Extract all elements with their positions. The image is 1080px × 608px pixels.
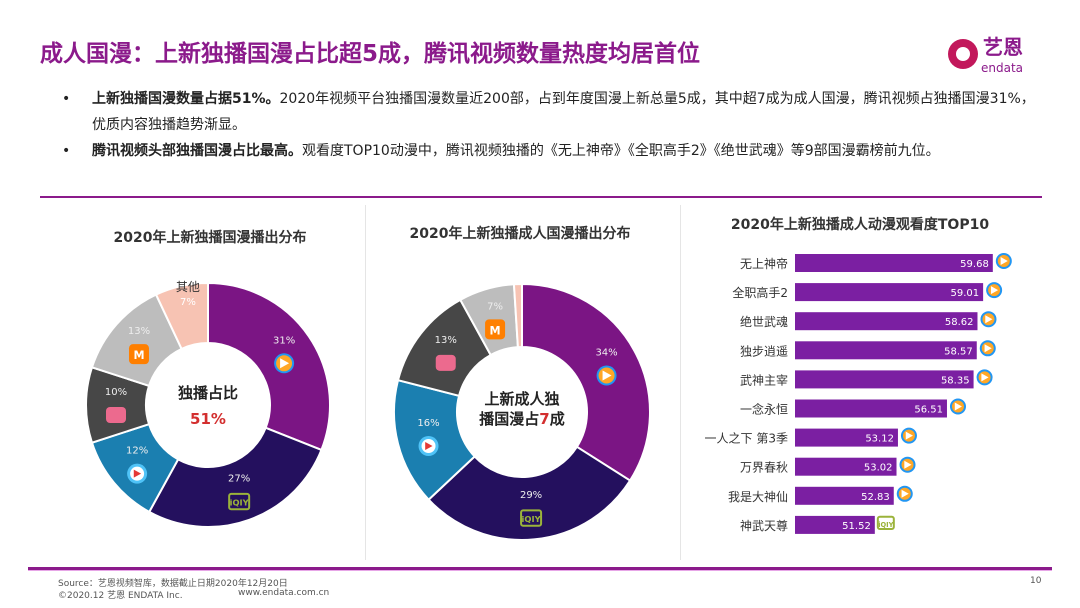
website: www.endata.com.cn: [238, 588, 330, 598]
bar: [795, 515, 875, 534]
bilibili-icon: [435, 354, 456, 371]
bar: [795, 370, 974, 389]
bar-value-label: 58.57: [944, 346, 973, 357]
youku-icon: [418, 435, 439, 456]
slice-label: 12%: [126, 446, 148, 457]
tencent-video-icon: [899, 456, 916, 473]
bar-category-label: 万界春秋: [740, 461, 788, 475]
bar-category-label: 我是大神仙: [728, 490, 788, 504]
source-note: Source：艺恩视频智库，数据截止日期2020年12月20日: [58, 579, 288, 589]
center-value: 51%: [190, 410, 226, 428]
footer-rule: [28, 567, 1052, 570]
pie-slice: [147, 426, 323, 528]
tencent-video-icon: [896, 485, 913, 502]
pie-slice: [427, 445, 632, 541]
bilibili-icon: [106, 407, 126, 423]
iqiyi-icon: iQIY: [520, 509, 543, 527]
page-title: 成人国漫：上新独播国漫占比超5成，腾讯视频数量热度均居首位: [40, 41, 701, 67]
divider: [680, 205, 681, 560]
pie-slice: [154, 281, 209, 351]
copyright: ©2020.12 艺恩 ENDATA Inc.: [58, 591, 183, 601]
bar-category-label: 一人之下 第3季: [705, 432, 788, 446]
svg-text:iQIY: iQIY: [878, 521, 893, 529]
tencent-video-icon: [596, 365, 617, 386]
divider: [40, 196, 1042, 198]
divider: [365, 205, 366, 560]
slice-label: 7%: [180, 297, 196, 308]
tencent-video-icon: [949, 398, 966, 415]
slice-label: 31%: [273, 335, 295, 346]
youku-icon: [127, 463, 148, 484]
slice-label: 7%: [487, 301, 503, 312]
slice-label: 13%: [435, 335, 457, 346]
bar: [795, 486, 894, 505]
endata-logo: 艺恩 endata: [948, 35, 1023, 75]
slice-label: 34%: [595, 348, 617, 359]
pie-slice: [207, 281, 331, 452]
center-label: 上新成人独: [484, 390, 559, 408]
tencent-video-icon: [900, 427, 917, 444]
bar: [795, 428, 898, 447]
slice-label: 13%: [128, 326, 150, 337]
bar: [795, 312, 978, 331]
mango-tv-icon: M: [128, 344, 149, 365]
summary-bullets: 上新独播国漫数量占据51%。2020年视频平台独播国漫数量近200部，占到年度国…: [62, 86, 1042, 164]
pie1-title: 2020年上新独播国漫播出分布: [113, 230, 307, 246]
slice-label: 27%: [228, 474, 250, 485]
bullet-2: 腾讯视频头部独播国漫占比最高。观看度TOP10动漫中，腾讯视频独播的《无上神帝》…: [62, 138, 1042, 164]
pie2-title: 2020年上新独播成人国漫播出分布: [409, 226, 631, 242]
center-label: 播国漫占7成: [479, 410, 564, 428]
bar-category-label: 神武天尊: [740, 518, 788, 533]
bar-value-label: 58.62: [945, 317, 974, 328]
bar-title: 2020年上新独播成人动漫观看度TOP10: [730, 217, 990, 233]
bar: [795, 399, 947, 418]
bar: [795, 457, 897, 476]
tencent-video-icon: [995, 253, 1012, 269]
bar: [795, 283, 984, 302]
bar-value-label: 58.35: [941, 375, 970, 386]
slice-label: 10%: [105, 387, 127, 398]
tencent-video-icon: [986, 282, 1003, 299]
pie-slice: [512, 282, 523, 349]
slice-name: 其他: [176, 280, 200, 294]
iqiyi-icon: iQIY: [876, 515, 895, 531]
bar-category-label: 绝世武魂: [740, 314, 788, 329]
tencent-video-icon: [979, 340, 996, 357]
tencent-video-icon: [976, 369, 993, 386]
bar-value-label: 59.68: [960, 259, 989, 270]
bar: [795, 254, 993, 272]
bar-value-label: 53.12: [865, 434, 894, 445]
bar-category-label: 独步逍遥: [740, 344, 788, 358]
bar-value-label: 59.01: [950, 288, 979, 299]
bar-value-label: 51.52: [842, 521, 871, 532]
bar-category-label: 全职高手2: [732, 285, 788, 300]
iqiyi-icon: iQIY: [228, 492, 251, 511]
pie-slice: [521, 282, 651, 482]
svg-text:endata: endata: [981, 61, 1023, 75]
svg-text:艺恩: 艺恩: [983, 35, 1023, 59]
mango-tv-icon: M: [485, 319, 506, 340]
bar-category-label: 一念永恒: [740, 402, 788, 417]
svg-text:iQIY: iQIY: [522, 514, 542, 524]
svg-text:M: M: [490, 324, 501, 337]
center-label: 独播占比: [178, 384, 238, 402]
bar: [795, 341, 977, 360]
tencent-video-icon: [274, 353, 295, 374]
tencent-video-icon: [980, 311, 997, 328]
bar-value-label: 56.51: [914, 405, 943, 416]
bullet-1: 上新独播国漫数量占据51%。2020年视频平台独播国漫数量近200部，占到年度国…: [62, 86, 1042, 138]
page-number: 10: [1030, 576, 1042, 586]
bar-value-label: 52.83: [861, 492, 890, 503]
bar-category-label: 无上神帝: [740, 256, 788, 271]
bar-value-label: 53.02: [864, 463, 893, 474]
slice-label: 29%: [520, 490, 542, 501]
bar-category-label: 武神主宰: [740, 372, 788, 387]
slice-label: 16%: [417, 418, 439, 429]
svg-text:iQIY: iQIY: [230, 498, 250, 508]
svg-text:M: M: [133, 349, 144, 362]
